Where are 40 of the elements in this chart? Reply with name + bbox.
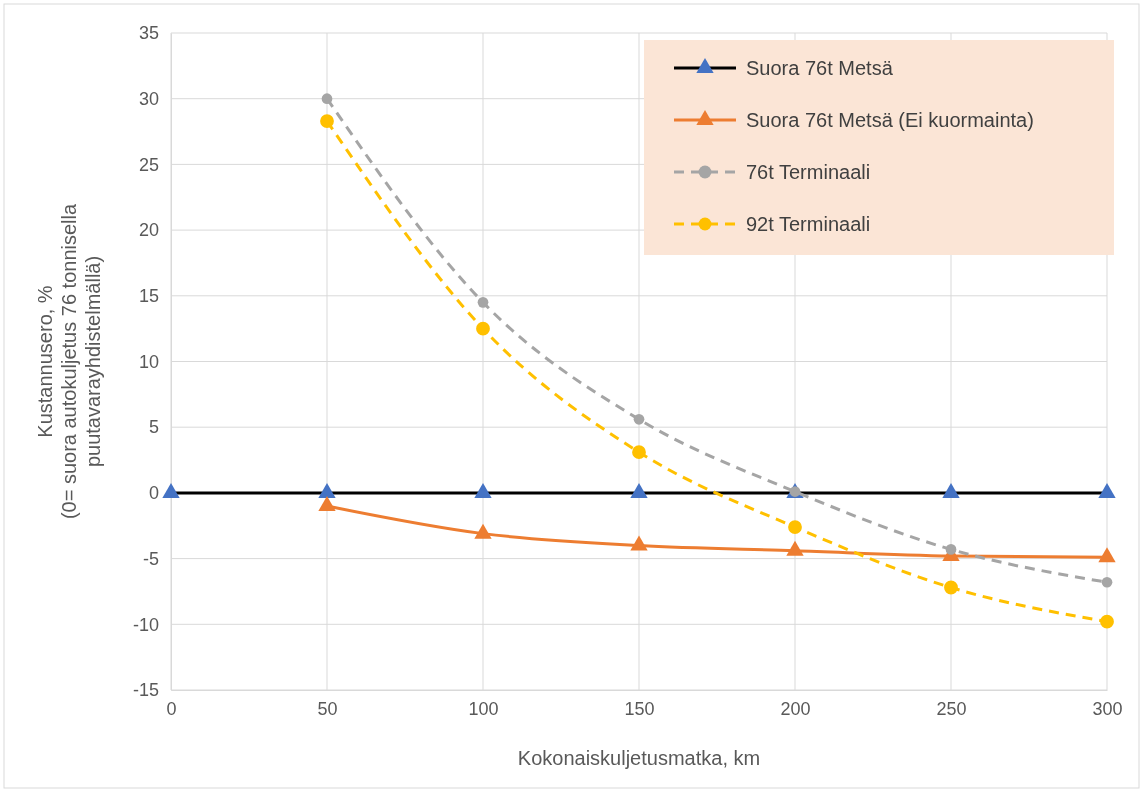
point [942, 482, 960, 498]
point [162, 482, 180, 498]
y-tick-label: 15 [138, 286, 159, 307]
x-tick-label: 100 [468, 698, 499, 719]
y-tick-label: -10 [132, 614, 159, 635]
y-tick-label: 5 [148, 417, 159, 438]
x-tick-label: 150 [624, 698, 655, 719]
point [320, 114, 334, 128]
y-tick-label: 0 [148, 483, 159, 504]
point [630, 482, 648, 498]
y-tick-label: 25 [138, 154, 159, 175]
x-tick-label: 50 [317, 698, 338, 719]
legend-label: 76t Terminaali [746, 161, 871, 183]
y-tick-label: -5 [142, 548, 159, 569]
y-tick-label: 10 [138, 351, 159, 372]
point [1098, 482, 1116, 498]
point [476, 321, 490, 336]
x-tick-label: 200 [780, 698, 811, 719]
legend-label: Suora 76t Metsä (Ei kuormainta) [746, 109, 1034, 131]
y-tick-label: -15 [132, 680, 159, 701]
y-tick-label: 30 [138, 88, 159, 109]
point [1098, 547, 1116, 563]
y-tick-label: 20 [138, 220, 159, 241]
point [786, 540, 804, 556]
point [474, 523, 492, 539]
x-axis-title: Kokonaiskuljetusmatka, km [517, 747, 761, 769]
point [474, 482, 492, 498]
point [321, 93, 333, 105]
point [630, 535, 648, 551]
legend-label: Suora 76t Metsä [746, 57, 894, 79]
y-tick-label: 35 [138, 23, 159, 44]
x-tick-label: 300 [1092, 698, 1123, 719]
x-tick-label: 0 [166, 698, 177, 719]
point [633, 413, 645, 425]
legend-label: 92t Terminaali [746, 213, 871, 235]
x-tick-label: 250 [936, 698, 967, 719]
point [318, 482, 336, 498]
point [477, 297, 489, 308]
y-axis-title: Kustannusero, % (0= suora autokuljetus 76 tonnisella puutavarayhdistelmällä) [34, 203, 104, 520]
point [318, 496, 336, 512]
